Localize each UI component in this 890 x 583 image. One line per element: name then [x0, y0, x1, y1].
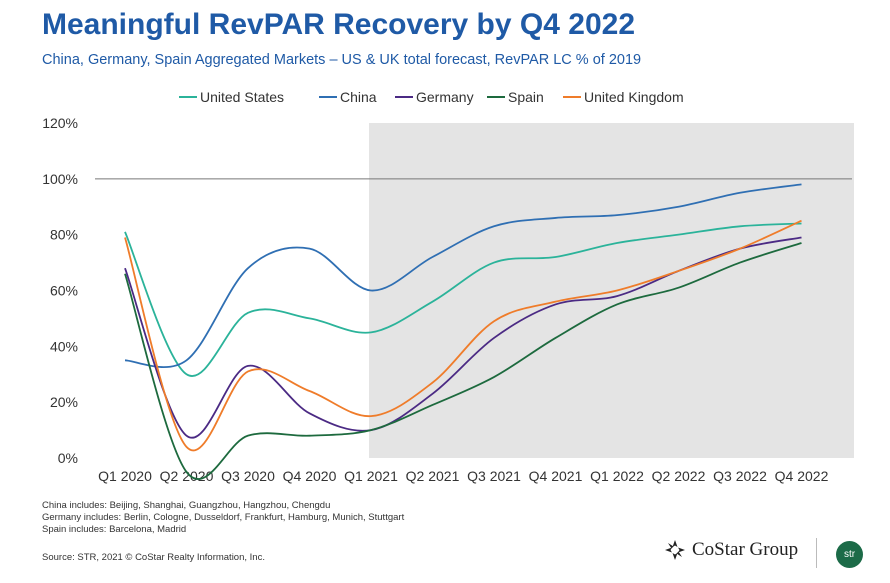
page-subtitle: China, Germany, Spain Aggregated Markets…: [42, 52, 642, 68]
x-tick-label: Q1 2021: [344, 468, 398, 484]
x-tick-label: Q1 2022: [590, 468, 644, 484]
str-logo-text: str: [843, 549, 856, 560]
x-tick-label: Q1 2020: [98, 468, 152, 484]
legend-label-spain: Spain: [508, 89, 544, 105]
costar-star-logo-icon: [665, 540, 685, 560]
note-germany: Germany includes: Berlin, Cologne, Dusse…: [42, 512, 405, 523]
chart-notes: China includes: Beijing, Shanghai, Guang…: [42, 500, 404, 536]
x-tick-label: Q4 2021: [529, 468, 583, 484]
y-tick-label: 120%: [42, 115, 78, 131]
x-tick-label: Q3 2022: [713, 468, 767, 484]
note-china: China includes: Beijing, Shanghai, Guang…: [42, 500, 331, 511]
series-line-united-states: [124, 222, 802, 377]
x-tick-label: Q3 2021: [467, 468, 521, 484]
x-tick-label: Q3 2020: [221, 468, 275, 484]
y-tick-label: 20%: [50, 394, 78, 410]
x-tick-label: Q2 2020: [160, 468, 214, 484]
costar-logo: CoStar Group: [664, 539, 798, 561]
series-line-china: [124, 183, 802, 369]
y-tick-label: 80%: [50, 227, 78, 243]
source-note: Source: STR, 2021 © CoStar Realty Inform…: [42, 552, 265, 563]
legend-label-united-states: United States: [200, 89, 284, 105]
str-circle-logo-icon: str: [836, 541, 863, 568]
y-tick-label: 60%: [50, 283, 78, 299]
legend-label-china: China: [340, 89, 377, 105]
x-tick-label: Q4 2022: [775, 468, 829, 484]
y-tick-label: 0%: [58, 450, 78, 466]
x-tick-label: Q4 2020: [283, 468, 337, 484]
revpar-line-chart: 0% 20% 40% 60% 80% 100% 120% Q1 2020 Q2 2020 Q3 …: [42, 89, 854, 484]
x-tick-label: Q2 2021: [406, 468, 460, 484]
costar-logo-text: CoStar Group: [692, 539, 799, 560]
legend-label-germany: Germany: [416, 89, 474, 105]
y-tick-label: 100%: [42, 171, 78, 187]
note-spain: Spain includes: Barcelona, Madrid: [42, 524, 187, 535]
series-line-spain: [124, 242, 802, 481]
page-title: Meaningful RevPAR Recovery by Q4 2022: [42, 8, 635, 41]
x-tick-label: Q2 2022: [652, 468, 706, 484]
forecast-shading: [369, 123, 854, 458]
y-tick-label: 40%: [50, 338, 78, 354]
logo-divider: [816, 538, 817, 568]
legend-label-united-kingdom: United Kingdom: [584, 89, 684, 105]
series-line-united-kingdom: [124, 219, 802, 452]
